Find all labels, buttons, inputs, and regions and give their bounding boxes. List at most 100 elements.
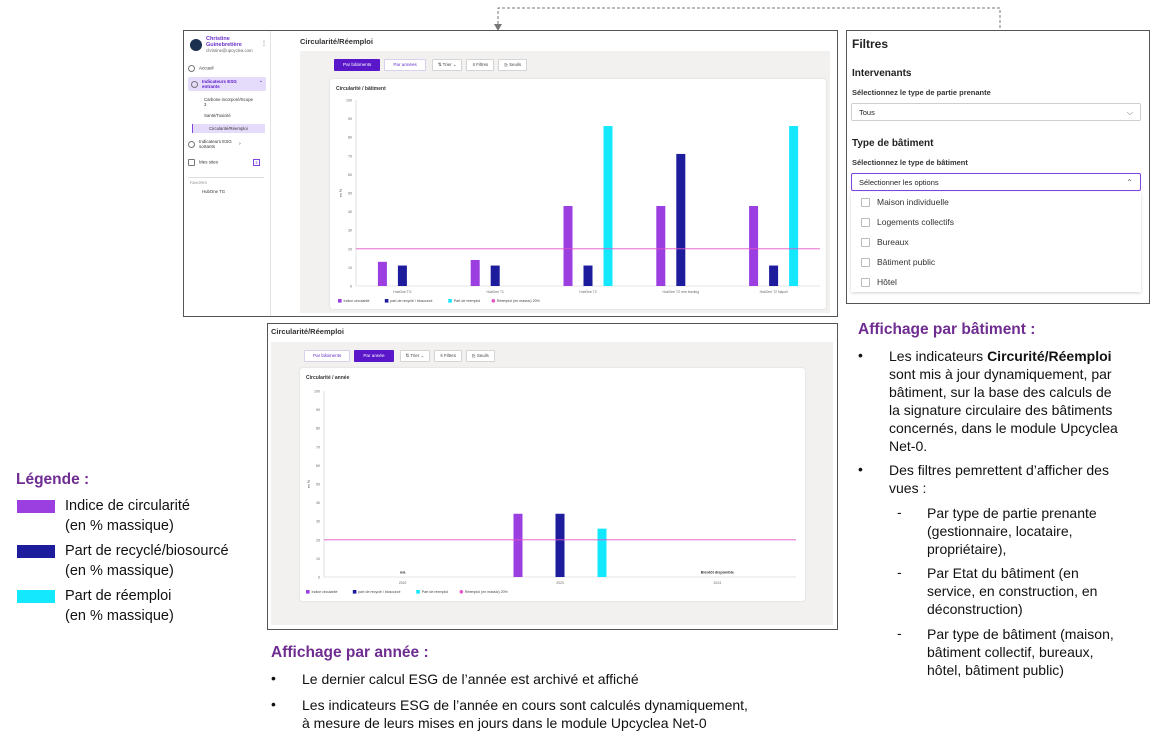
legend-title: Légende : bbox=[16, 471, 90, 488]
legend-marker bbox=[352, 590, 357, 594]
annotation-building-title: Affichage par bâtiment : bbox=[858, 321, 1036, 338]
legend-label: Réemploi (en massic) 20% bbox=[497, 299, 541, 303]
sidebar-item-esg-out[interactable]: Indicateurs ESG sortants › bbox=[188, 139, 241, 149]
tab-by-year[interactable]: Par année bbox=[354, 350, 394, 362]
y-tick-label: 40 bbox=[316, 501, 320, 505]
chart-card: Circularité / année 0 10 20 30 40 50 60 70 80 90 1… bbox=[300, 368, 805, 601]
legend-marker bbox=[448, 299, 452, 303]
legend-line: Part de réemploi bbox=[65, 588, 172, 604]
bar bbox=[603, 126, 613, 286]
subnav-circularity[interactable]: Circularité/Réemploi bbox=[192, 124, 265, 133]
legend-swatch-circularity bbox=[17, 500, 55, 513]
chevron-down-icon: ⌄ bbox=[258, 78, 263, 84]
y-tick-label: 100 bbox=[314, 390, 320, 394]
x-tick-label: HubOne T1 bbox=[486, 290, 504, 294]
subnav-health[interactable]: Santé/Toxicité bbox=[204, 113, 231, 118]
text: hôtel, bâtiment public) bbox=[927, 662, 1064, 678]
y-tick-label: 20 bbox=[316, 538, 320, 542]
sort-label: Trier bbox=[442, 62, 452, 67]
y-tick-label: 10 bbox=[348, 266, 352, 270]
filters-panel: Filtres Intervenants Sélectionnez le typ… bbox=[846, 30, 1150, 304]
x-tick-label: 2022 bbox=[399, 581, 407, 585]
bar bbox=[597, 528, 607, 577]
filters-button[interactable]: ≡ Filtres bbox=[466, 59, 495, 71]
sidebar-item-home[interactable]: Accueil bbox=[188, 65, 214, 72]
building-type-heading: Type de bâtiment bbox=[852, 138, 934, 149]
y-tick-label: 30 bbox=[316, 520, 320, 524]
bar bbox=[513, 513, 523, 577]
option-label: Logements collectifs bbox=[877, 217, 955, 227]
text: sont mis à jour dynamiquement, par bbox=[889, 366, 1112, 382]
sort-button[interactable]: ⇅ Trier ⌄ bbox=[431, 59, 463, 71]
sidebar-item-sites[interactable]: Mes sites 3 bbox=[188, 159, 260, 166]
checkbox[interactable] bbox=[861, 218, 870, 227]
sort-icon: ⇅ bbox=[437, 62, 443, 67]
building-type-select[interactable]: Sélectionner les options ⌃ bbox=[851, 173, 1141, 191]
annotation-sub-1: Par type de partie prenante (gestionnair… bbox=[927, 504, 1152, 558]
thresholds-button[interactable]: ⊵ Seuils bbox=[498, 59, 528, 71]
avatar[interactable] bbox=[190, 39, 202, 51]
dash: - bbox=[897, 564, 902, 580]
x-tick-label: HubOne T2 rem bording bbox=[663, 290, 700, 294]
option-batiment-public[interactable]: Bâtiment public bbox=[851, 252, 1141, 272]
filters-button[interactable]: ≡ Filtres bbox=[434, 350, 462, 362]
annotation-year-bullet-2: Les indicateurs ESG de l’année en cours … bbox=[302, 696, 862, 732]
top-screenshot: Christine Guinebretière christine@upcycl… bbox=[183, 30, 838, 317]
page-title: Circularité/Réemploi bbox=[271, 327, 344, 336]
x-tick-label: HubOne T2 Napoli bbox=[760, 290, 788, 294]
checkbox[interactable] bbox=[861, 258, 870, 267]
legend-label: Part de réemploi bbox=[454, 299, 481, 303]
y-tick-label: 50 bbox=[316, 483, 320, 487]
legend-label-recycled: Part de recyclé/biosourcé (en % massique) bbox=[65, 541, 229, 581]
favorite-item[interactable]: HubOne TG bbox=[202, 189, 226, 194]
option-maison[interactable]: Maison individuelle bbox=[851, 192, 1141, 212]
tab-by-building[interactable]: Par bâtiments bbox=[304, 350, 351, 362]
bar bbox=[490, 265, 500, 286]
bottom-screenshot: Circularité/Réemploi Par bâtiments Par a… bbox=[267, 323, 838, 630]
y-tick-label: 80 bbox=[316, 427, 320, 431]
legend-label: Part de réemploi bbox=[422, 590, 449, 594]
text: (gestionnaire, locataire, bbox=[927, 523, 1073, 539]
legend-label: Réemploi (en massic) 20% bbox=[465, 590, 509, 594]
bullet: • bbox=[271, 696, 276, 712]
stakeholder-select-value: Tous bbox=[859, 108, 875, 117]
checkbox[interactable] bbox=[861, 238, 870, 247]
legend-label: Indice circularité bbox=[312, 590, 338, 594]
building-chart: 0 10 20 30 40 50 60 70 80 90 100 en % HubOne TG HubOn… bbox=[338, 99, 820, 303]
legend-label-circularity: Indice de circularité (en % massique) bbox=[65, 496, 190, 536]
option-logements[interactable]: Logements collectifs bbox=[851, 212, 1141, 232]
building-type-select-value: Sélectionner les options bbox=[859, 178, 939, 187]
x-tick-label: 2024 bbox=[714, 581, 722, 585]
stakeholder-select[interactable]: Tous ⌵ bbox=[851, 103, 1141, 121]
sidebar-item-esg-in[interactable]: Indicateurs ESG entrants ⌄ bbox=[188, 77, 266, 91]
more-icon[interactable]: ⋮ bbox=[261, 41, 267, 47]
building-type-options: Maison individuelle Logements collectifs… bbox=[851, 192, 1141, 292]
checkbox[interactable] bbox=[861, 198, 870, 207]
subnav-carbon[interactable]: Carbone incorporé/Scope 3 bbox=[204, 97, 253, 107]
connector-arrow bbox=[494, 7, 1001, 31]
tab-by-year[interactable]: Par années bbox=[384, 59, 426, 71]
option-hotel[interactable]: Hôtel bbox=[851, 272, 1141, 292]
y-tick-label: 20 bbox=[348, 247, 352, 251]
chevron-down-icon: ⌵ bbox=[1126, 108, 1133, 117]
thresholds-button[interactable]: ⊵ Seuils bbox=[465, 350, 495, 362]
tab-by-building[interactable]: Par bâtiments bbox=[334, 59, 381, 71]
annotation-sub-3: Par type de bâtiment (maison, bâtiment c… bbox=[927, 625, 1152, 679]
y-axis-label: en % bbox=[339, 188, 343, 197]
bar bbox=[789, 126, 799, 286]
option-bureaux[interactable]: Bureaux bbox=[851, 232, 1141, 252]
legend-swatch-recycled bbox=[17, 545, 55, 558]
legend-line: (en % massique) bbox=[65, 608, 174, 624]
y-tick-label: 0 bbox=[318, 576, 320, 580]
divider bbox=[188, 177, 264, 178]
sort-button[interactable]: ⇅ Trier ⌄ bbox=[399, 350, 431, 362]
sidebar: Christine Guinebretière christine@upcycl… bbox=[184, 31, 271, 316]
legend-line: Part de recyclé/biosourcé bbox=[65, 543, 229, 559]
legend-line: Indice de circularité bbox=[65, 498, 190, 514]
x-tick-label: HubOne T2 bbox=[579, 290, 597, 294]
chart-icon: ⊵ bbox=[504, 62, 510, 67]
checkbox[interactable] bbox=[861, 278, 870, 287]
user-email: christine@upcyclea.com bbox=[206, 48, 253, 53]
y-tick-label: 60 bbox=[348, 173, 352, 177]
y-tick-label: 60 bbox=[316, 464, 320, 468]
